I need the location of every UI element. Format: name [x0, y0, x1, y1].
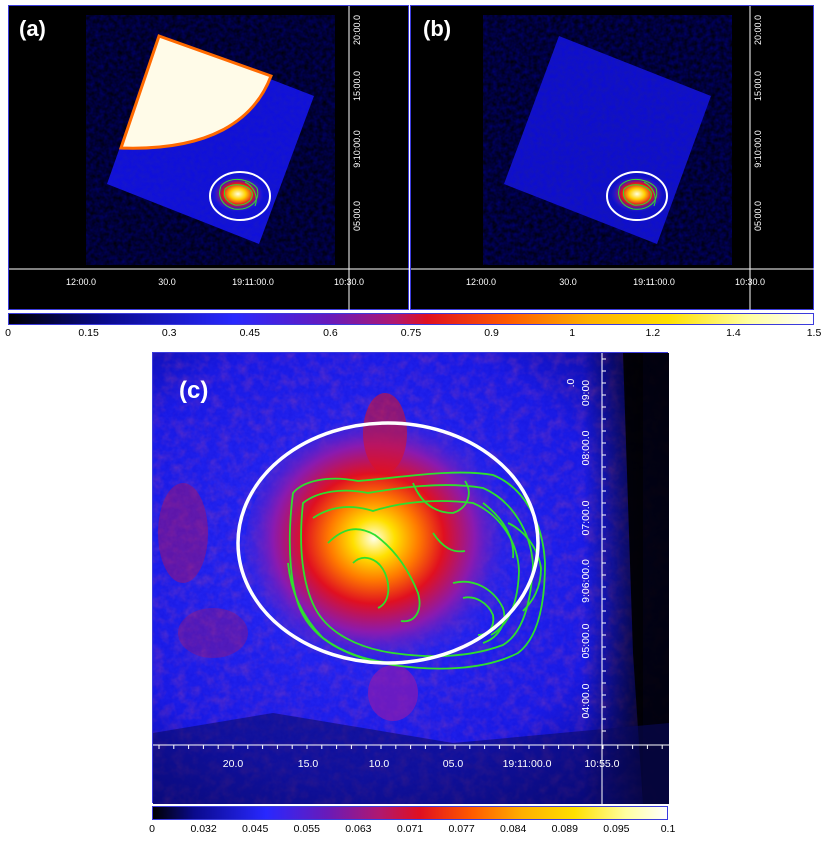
colorbar-tick-label: 0.063 [345, 823, 372, 835]
panel-b: 12:00.0 30.0 19:11:00.0 10:30.0 20:00.0 … [410, 5, 815, 311]
panel-a: 12:00.0 30.0 19:11:00.0 10:30.0 20:00.0 … [8, 5, 410, 311]
colorbar-tick-label: 0.084 [500, 823, 527, 835]
colorbar-tick-label: 0.3 [161, 327, 177, 339]
dec-tick-label: 05:00.0 [352, 201, 362, 231]
region-ellipse [236, 421, 540, 665]
axes [9, 6, 410, 311]
ra-tick-label: 10:30.0 [334, 277, 364, 287]
ra-tick-label: 30.0 [559, 277, 577, 287]
colorbar-tick-label: 1.4 [726, 327, 741, 339]
ra-tick-label: 12:00.0 [66, 277, 96, 287]
ra-tick-label: 19:11:00.0 [633, 277, 675, 287]
colorbar-tick-label: 0.095 [603, 823, 630, 835]
colorbar-tick-label: 0.032 [190, 823, 217, 835]
dec-tick-label: 07:00.0 [580, 500, 592, 535]
ra-tick-label: 19:11:00.0 [503, 758, 552, 770]
colorbar-tick-label: 1.2 [645, 327, 661, 339]
colorbar-tick-label: 0.75 [400, 327, 422, 339]
region-ellipse [209, 171, 271, 221]
dec-tick-label: 15:00.0 [352, 71, 362, 101]
bright-emission [245, 419, 525, 679]
dec-tick-label: 9:10:00.0 [352, 130, 362, 168]
colorbar-tick-label: 0 [5, 327, 11, 339]
colorbar-tick-label: 0.077 [448, 823, 475, 835]
dec-tick-label: 09:00 [580, 380, 592, 406]
radio-contours [287, 471, 546, 670]
dec-tick-label: 08:00.0 [580, 430, 592, 465]
ra-tick-label: 10:55.0 [584, 758, 619, 770]
colorbar-tick-label: 0 [149, 823, 155, 835]
dec-tick-label: 9:10:00.0 [753, 130, 763, 168]
radio-contours [618, 179, 658, 210]
dec-tick-label: 15:00.0 [753, 71, 763, 101]
colorbar-tick-label: 0.089 [551, 823, 578, 835]
colorbar-bottom [152, 806, 668, 820]
axes [411, 6, 815, 311]
panel-a-image: 12:00.0 30.0 19:11:00.0 10:30.0 20:00.0 … [9, 6, 410, 311]
colorbar-tick-label: 0.055 [293, 823, 320, 835]
colorbar-tick-label: 0.9 [484, 327, 499, 339]
dec-tick-label: 05:00.0 [580, 623, 592, 658]
colorbar-tick-label: 1.5 [806, 327, 822, 339]
panel-b-image: 12:00.0 30.0 19:11:00.0 10:30.0 20:00.0 … [411, 6, 815, 311]
colorbar-tick-label: 0.45 [239, 327, 261, 339]
colorbar-tick-label: 0.1 [660, 823, 676, 835]
ra-tick-label: 15.0 [298, 758, 319, 770]
ra-tick-label: 19:11:00.0 [232, 277, 274, 287]
dec-tick-label: 20:00.0 [352, 15, 362, 45]
ra-tick-label: 30.0 [158, 277, 176, 287]
dec-tick-label: 05:00.0 [753, 201, 763, 231]
dec-tick-label: 20:00.0 [753, 15, 763, 45]
dec-tick-label: .0 [565, 378, 577, 387]
ra-tick-label: 10.0 [369, 758, 390, 770]
ra-tick-label: 12:00.0 [466, 277, 496, 287]
ra-tick-label: 20.0 [223, 758, 244, 770]
saturated-region [118, 34, 273, 150]
colorbar-tick-label: 0.045 [242, 823, 269, 835]
ra-tick-label: 10:30.0 [735, 277, 765, 287]
dec-tick-label: 9:06:00.0 [580, 559, 592, 603]
colorbar-tick-label: 0.6 [323, 327, 338, 339]
ra-tick-label: 05.0 [443, 758, 464, 770]
region-ellipse [606, 171, 668, 221]
colorbar-top [8, 313, 814, 325]
dec-tick-label: 04:00.0 [580, 683, 592, 718]
radio-contours [219, 179, 259, 210]
panel-label: (a) [19, 16, 46, 41]
colorbar-tick-label: 0.071 [396, 823, 424, 835]
panel-label: (b) [423, 16, 452, 41]
colorbar-tick-label: 1 [569, 327, 576, 339]
panel-c: 20.0 15.0 10.0 05.0 19:11:00.0 10:55.0 .… [152, 352, 669, 804]
colorbar-tick-label: 0.15 [78, 327, 99, 339]
panel-c-image: 20.0 15.0 10.0 05.0 19:11:00.0 10:55.0 .… [153, 353, 669, 804]
panel-label: (c) [179, 377, 209, 404]
